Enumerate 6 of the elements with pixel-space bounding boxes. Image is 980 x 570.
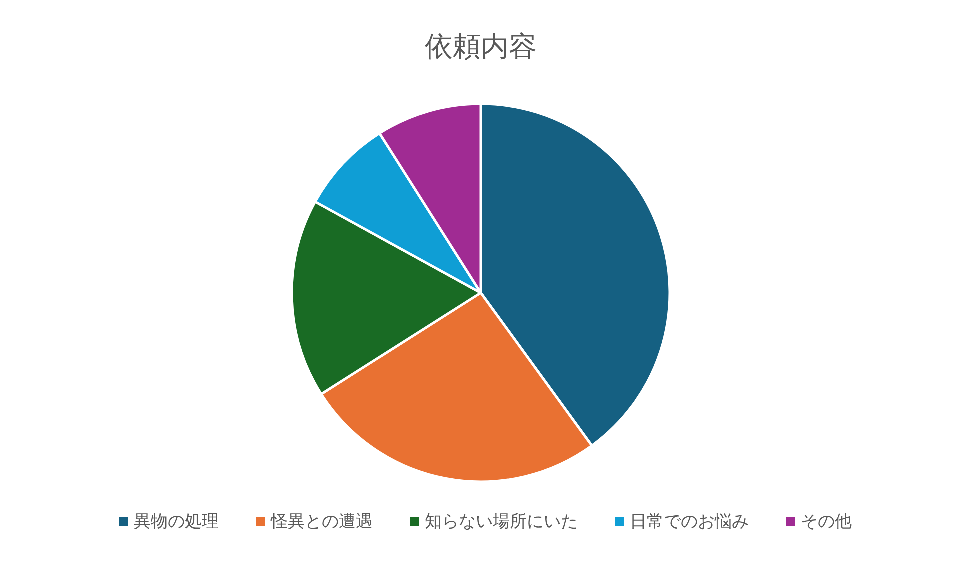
legend-label: 怪異との遭遇 (270, 512, 373, 531)
chart-title: 依頼内容 (425, 32, 537, 63)
legend-label: その他 (801, 512, 852, 531)
legend-label: 知らない場所にいた (425, 512, 578, 531)
legend-label: 異物の処理 (134, 512, 219, 531)
legend-label: 日常でのお悩み (630, 512, 749, 531)
